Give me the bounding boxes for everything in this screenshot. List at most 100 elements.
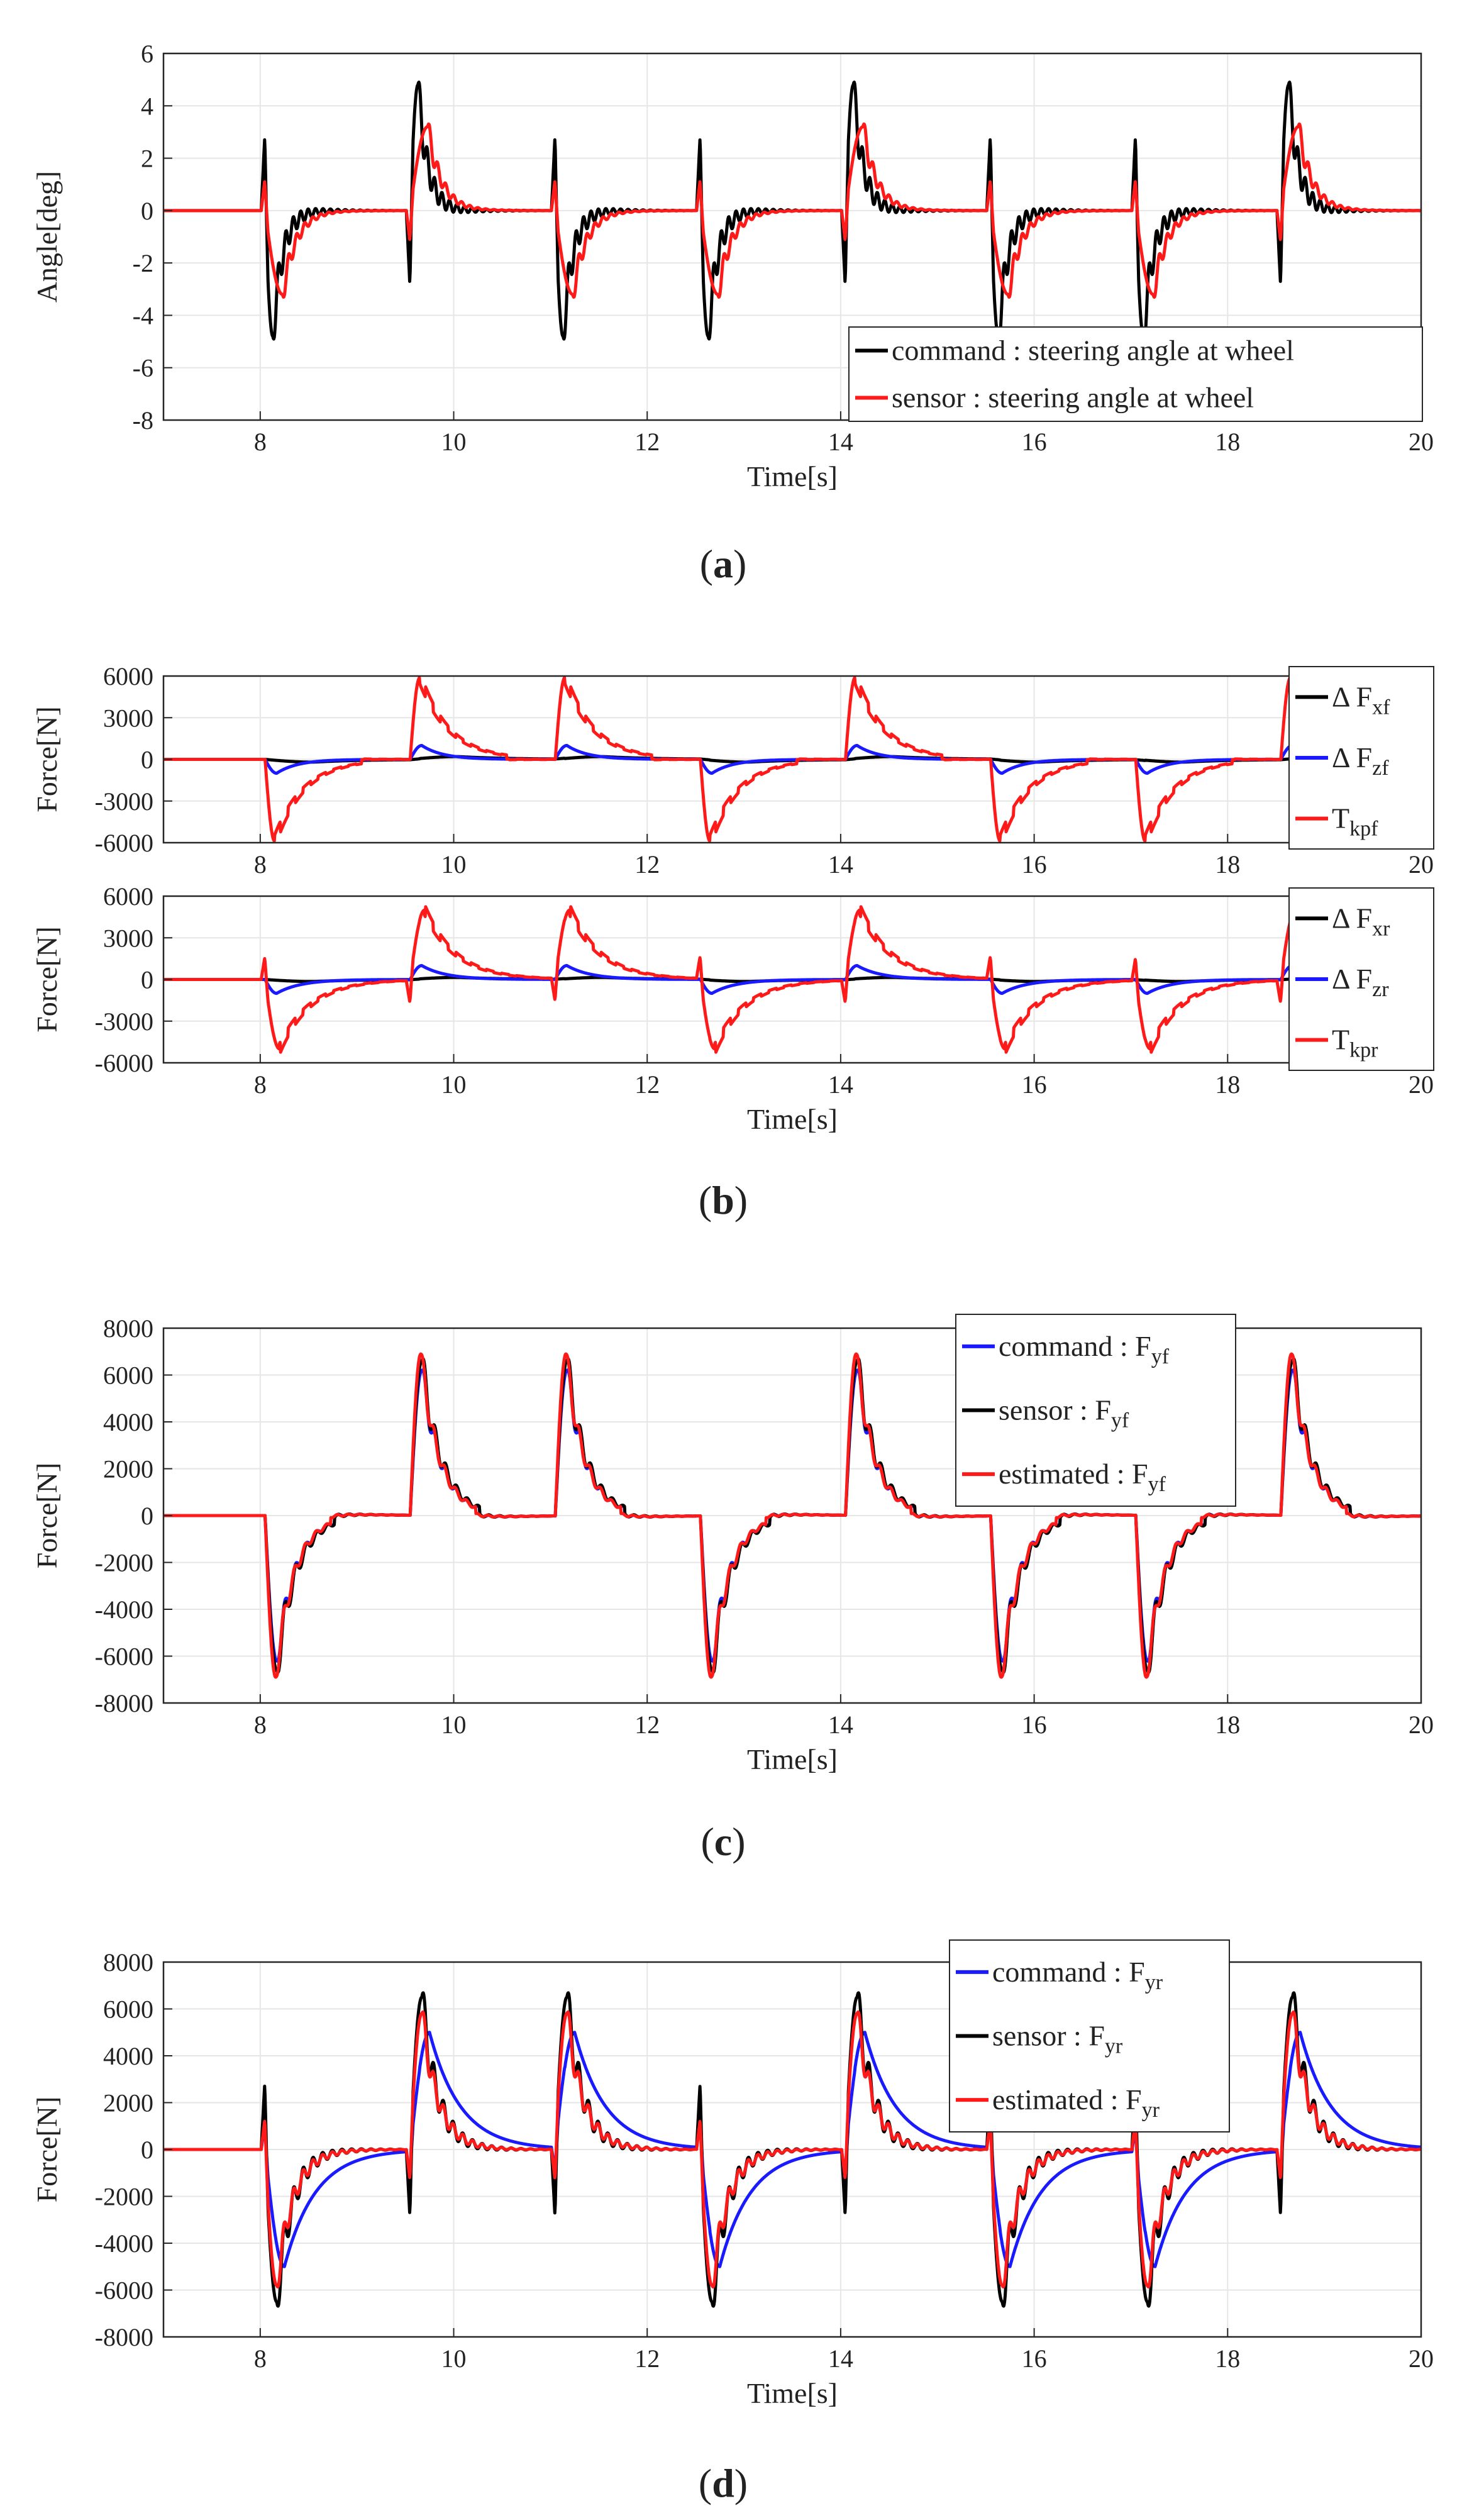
chart-a: 8 10 12 14 16 18 20 -8 -6 -4 -2 0 2 4 6 Time[s] Angle[de…	[31, 40, 1434, 492]
legend: command : Fyf sensor : Fyf estimated : Fyf	[955, 1314, 1236, 1507]
y-tick-label: -2000	[95, 2183, 153, 2211]
x-tick-label: 8	[254, 1070, 267, 1099]
y-tick-label: 6000	[103, 882, 153, 911]
y-axis-label: Force[N]	[31, 926, 63, 1033]
y-tick-label: -4000	[95, 1595, 153, 1624]
x-tick-label: 18	[1215, 1711, 1240, 1739]
legend-box	[949, 1939, 1230, 2133]
x-tick-label: 20	[1409, 428, 1434, 456]
series-group	[163, 905, 1421, 1054]
y-tick-label: 0	[141, 1502, 153, 1530]
legend-box	[848, 326, 1423, 422]
legend-entry: sensor : Fyf	[999, 1394, 1129, 1433]
legend-entry: Δ Fzr	[1332, 963, 1389, 1001]
legend-entry: Δ Fzf	[1332, 741, 1389, 780]
y-tick-label: 4000	[103, 1408, 153, 1436]
y-tick-label: 0	[141, 746, 153, 774]
x-tick-label: 8	[254, 428, 267, 456]
x-tick-label: 14	[828, 850, 853, 879]
legend-entry: Tkpr	[1332, 1024, 1378, 1062]
x-tick-label: 20	[1409, 2344, 1434, 2373]
y-axis-label: Angle[deg]	[31, 171, 63, 302]
y-tick-label: 6000	[103, 662, 153, 691]
x-tick-label: 16	[1022, 428, 1047, 456]
series-line-1	[163, 963, 1421, 996]
x-tick-label: 16	[1022, 850, 1047, 879]
x-tick-label: 12	[634, 1711, 660, 1739]
series-group	[163, 1991, 1421, 2308]
y-tick-label: -6000	[95, 829, 153, 857]
y-tick-label: 4000	[103, 2042, 153, 2070]
y-axis-label: Force[N]	[31, 706, 63, 813]
y-tick-label: 2	[141, 145, 153, 173]
x-tick-label: 10	[441, 2344, 467, 2373]
chart-d: 8 10 12 14 16 18 20 -8000 -6000 -4000 -2000 0 2000 40…	[31, 1939, 1434, 2409]
legend: Δ Fxr Δ Fzr Tkpr	[1288, 887, 1434, 1071]
y-tick-label: -6	[133, 354, 153, 382]
x-tick-label: 16	[1022, 2344, 1047, 2373]
y-tick-label: 6000	[103, 1362, 153, 1390]
x-tick-label: 10	[441, 1711, 467, 1739]
series-line-2	[163, 676, 1421, 843]
x-tick-label: 8	[254, 1711, 267, 1739]
y-tick-label: 4	[141, 92, 153, 120]
x-axis-label: Time[s]	[747, 460, 838, 492]
chart-b-top: 8 10 12 14 16 18 20 -6000 -3000 0 3000 6000 Force[N]…	[31, 662, 1434, 879]
y-tick-label: -4	[133, 301, 153, 330]
y-tick-label: -8	[133, 406, 153, 435]
x-tick-label: 12	[634, 1070, 660, 1099]
y-tick-label: 3000	[103, 704, 153, 732]
legend-entry: command : steering angle at wheel	[892, 335, 1294, 367]
legend: command : Fyr sensor : Fyr estimated : Fyr	[949, 1939, 1230, 2133]
panel-label-d: (d)	[699, 2461, 748, 2505]
series-group	[163, 676, 1421, 843]
y-axis-label: Force[N]	[31, 2097, 63, 2203]
y-tick-label: -3000	[95, 1007, 153, 1036]
x-tick-label: 18	[1215, 428, 1240, 456]
legend: command : steering angle at wheel sensor …	[848, 326, 1423, 422]
y-tick-label: 6	[141, 40, 153, 68]
series-line-2	[163, 1352, 1421, 1679]
y-tick-label: 2000	[103, 2089, 153, 2117]
x-tick-label: 8	[254, 2344, 267, 2373]
x-tick-label: 10	[441, 428, 467, 456]
legend-box	[955, 1314, 1236, 1507]
x-tick-label: 18	[1215, 2344, 1240, 2373]
x-tick-label: 18	[1215, 1070, 1240, 1099]
x-tick-label: 20	[1409, 1711, 1434, 1739]
x-tick-label: 16	[1022, 1711, 1047, 1739]
chart-b-bottom: 8 10 12 14 16 18 20 -6000 -3000 0 3000 6000 Time[s] F…	[31, 882, 1434, 1135]
x-tick-label: 10	[441, 1070, 467, 1099]
legend-entry: command : Fyf	[999, 1330, 1170, 1368]
axes-box	[162, 52, 1422, 421]
y-tick-label: -6000	[95, 1049, 153, 1077]
chart-c: 8 10 12 14 16 18 20 -8000 -6000 -4000 -2000 0 2000 40…	[31, 1314, 1434, 1775]
y-tick-label: 0	[141, 2136, 153, 2164]
y-tick-label: 8000	[103, 1948, 153, 1977]
y-tick-label: -8000	[95, 1689, 153, 1717]
y-tick-label: -2000	[95, 1549, 153, 1577]
x-tick-label: 20	[1409, 1070, 1434, 1099]
y-tick-label: -6000	[95, 1643, 153, 1671]
series-group	[163, 1352, 1421, 1679]
x-tick-label: 12	[634, 850, 660, 879]
legend-entry: Δ Fxf	[1332, 680, 1390, 719]
y-tick-label: -4000	[95, 2229, 153, 2258]
y-tick-label: -6000	[95, 2277, 153, 2305]
legend-entry: Tkpf	[1332, 802, 1378, 841]
x-tick-label: 20	[1409, 850, 1434, 879]
x-tick-label: 8	[254, 850, 267, 879]
y-tick-label: -8000	[95, 2323, 153, 2351]
y-tick-label: -3000	[95, 787, 153, 816]
legend-entry: command : Fyr	[992, 1956, 1163, 1994]
x-tick-label: 12	[634, 2344, 660, 2373]
series-line-1	[163, 122, 1421, 299]
y-tick-label: 8000	[103, 1314, 153, 1343]
legend-entry: estimated : Fyr	[992, 2083, 1160, 2122]
y-tick-label: 0	[141, 966, 153, 994]
x-axis-label: Time[s]	[747, 1103, 838, 1135]
x-tick-label: 14	[828, 1711, 853, 1739]
y-tick-label: 6000	[103, 1995, 153, 2024]
x-axis-label: Time[s]	[747, 2377, 838, 2409]
